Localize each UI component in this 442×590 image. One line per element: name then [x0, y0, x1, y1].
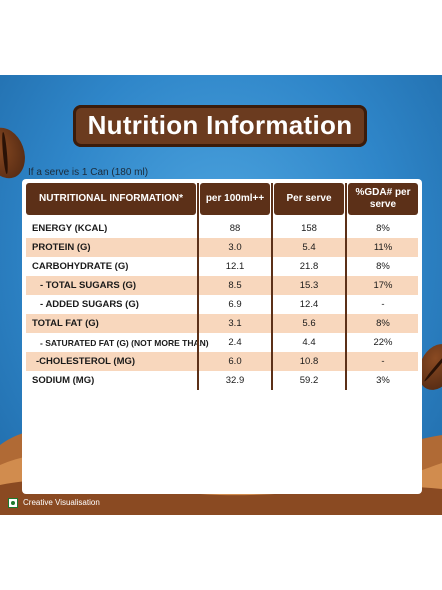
table-row: PROTEIN (G) 3.0 5.4 11% — [26, 238, 418, 257]
nutrient-label: TOTAL FAT (G) — [32, 318, 99, 329]
per-serve-value: 15.3 — [299, 280, 319, 291]
per-serve-value: 12.4 — [299, 299, 319, 310]
gda-value: 11% — [373, 242, 393, 253]
header-gda-per-serve: %GDA# per serve — [348, 183, 418, 215]
gda-value: - — [381, 299, 385, 310]
column-divider — [271, 183, 273, 390]
nutrition-table: NUTRITIONAL INFORMATION* per 100ml++ Per… — [22, 179, 422, 494]
nutrient-label: - ADDED SUGARS (G) — [40, 299, 139, 310]
title-banner: Nutrition Information — [73, 105, 367, 147]
per-serve-value: 158 — [301, 223, 317, 234]
header-nutritional-information: NUTRITIONAL INFORMATION* — [26, 183, 196, 215]
nutrient-label: PROTEIN (G) — [32, 242, 91, 253]
footnote: *Guideline Daily Amounts of an average a… — [26, 399, 410, 415]
header-per-serve: Per serve — [274, 183, 344, 215]
gda-value: 8% — [376, 318, 390, 329]
table-row: - SATURATED FAT (G) (NOT MORE THAN) 2.4 … — [26, 333, 418, 352]
per-100ml-value: 6.0 — [228, 356, 242, 367]
table-row: - ADDED SUGARS (G) 6.9 12.4 - — [26, 295, 418, 314]
column-divider — [345, 183, 347, 390]
gda-value: - — [381, 356, 385, 367]
table-row: ENERGY (KCAL) 88 158 8% — [26, 219, 418, 238]
per-100ml-value: 12.1 — [225, 261, 245, 272]
table-row: TOTAL FAT (G) 3.1 5.6 8% — [26, 314, 418, 333]
per-100ml-value: 3.0 — [228, 242, 242, 253]
page-title: Nutrition Information — [87, 110, 353, 140]
per-100ml-value: 3.1 — [228, 318, 242, 329]
gda-value: 8% — [376, 261, 390, 272]
per-serve-value: 21.8 — [299, 261, 319, 272]
serve-note: If a serve is 1 Can (180 ml) — [28, 167, 149, 178]
per-serve-value: 5.4 — [302, 242, 316, 253]
table-row: - TOTAL SUGARS (G) 8.5 15.3 17% — [26, 276, 418, 295]
gda-value: 22% — [373, 337, 393, 348]
table-row: -CHOLESTEROL (MG) 6.0 10.8 - — [26, 352, 418, 371]
per-100ml-value: 32.9 — [225, 375, 245, 386]
gda-value: 3% — [376, 375, 390, 386]
nutrient-label: ENERGY (KCAL) — [32, 223, 108, 234]
nutrient-label: - TOTAL SUGARS (G) — [40, 280, 137, 291]
table-row: SODIUM (MG) 32.9 59.2 3% — [26, 371, 418, 390]
nutrient-label: CARBOHYDRATE (G) — [32, 261, 129, 272]
product-panel: Nutrition Information If a serve is 1 Ca… — [0, 75, 442, 515]
coffee-bean-icon — [0, 122, 32, 184]
per-serve-value: 5.6 — [302, 318, 316, 329]
creative-visualisation-label: Creative Visualisation — [23, 498, 100, 507]
table-row: CARBOHYDRATE (G) 12.1 21.8 8% — [26, 257, 418, 276]
gda-value: 8% — [376, 223, 390, 234]
per-100ml-value: 88 — [229, 223, 241, 234]
per-serve-value: 59.2 — [299, 375, 319, 386]
per-100ml-value: 8.5 — [228, 280, 242, 291]
gda-value: 17% — [373, 280, 393, 291]
per-100ml-value: 6.9 — [228, 299, 242, 310]
per-serve-value: 10.8 — [299, 356, 319, 367]
per-100ml-value: 2.4 — [228, 337, 242, 348]
column-divider — [197, 183, 199, 390]
nutrient-label: -CHOLESTEROL (MG) — [36, 356, 136, 367]
per-serve-value: 4.4 — [302, 337, 316, 348]
nutrient-label: SODIUM (MG) — [32, 375, 95, 386]
nutrient-label: - SATURATED FAT (G) (NOT MORE THAN) — [40, 337, 209, 348]
header-per-100ml: per 100ml++ — [200, 183, 270, 215]
veg-mark-icon — [8, 498, 18, 508]
